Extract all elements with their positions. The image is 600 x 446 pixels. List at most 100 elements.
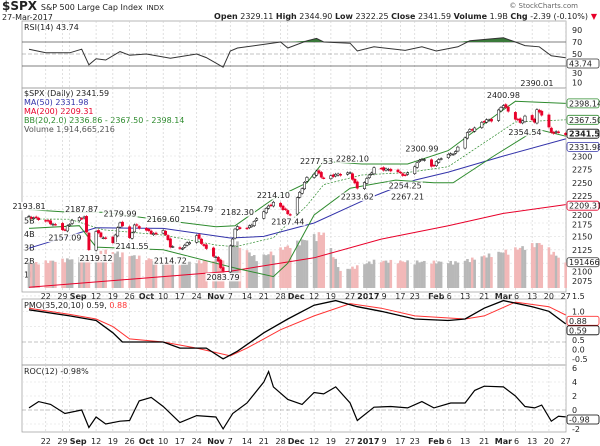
candle-body <box>171 246 175 248</box>
candle-body <box>231 238 235 246</box>
volume-bar <box>451 264 455 288</box>
x-tick-label: 6 <box>447 437 452 446</box>
annotation-bg <box>519 78 555 88</box>
annotation-bg <box>387 181 423 191</box>
volume-bar <box>463 260 467 288</box>
volume-bar <box>133 255 136 288</box>
volume-bar <box>94 253 98 288</box>
pmo-y-tick: 0.0 <box>572 345 585 354</box>
volume-bar <box>435 263 438 288</box>
candle-body <box>298 192 302 198</box>
x-tick-label: 21 <box>479 437 489 446</box>
volume-bar <box>255 261 258 288</box>
candle-body <box>233 228 237 239</box>
candle-body <box>161 230 165 234</box>
volume-bar <box>147 258 151 288</box>
volume-bar <box>403 262 407 288</box>
ma50-line <box>28 138 566 249</box>
bb-middle-tag: 2367.50 <box>569 116 600 125</box>
roc-y-tick: 0 <box>572 406 577 415</box>
volume-bar <box>413 264 417 288</box>
volume-bar <box>379 262 383 288</box>
volume-bar <box>454 261 457 288</box>
x-tick-label: Feb <box>428 437 445 446</box>
candle-body <box>87 232 91 250</box>
volume-bar <box>423 260 426 288</box>
candle-body <box>312 173 316 178</box>
price-y-tick: 2200 <box>572 211 592 220</box>
x-tick-label: 22 <box>41 292 51 301</box>
candle-body <box>329 175 333 180</box>
candle-body <box>61 223 64 231</box>
volume-bar <box>538 243 541 288</box>
pmo-y-tick: 1.0 <box>572 307 585 316</box>
x-tick-label: Oct <box>139 292 155 301</box>
ma50-tag: 2331.98 <box>569 143 600 152</box>
candle-body <box>415 162 419 168</box>
pmo-last-tag: 0.59 <box>569 326 587 335</box>
pmo-signal-tag-box <box>566 315 600 326</box>
candle-body <box>386 169 390 171</box>
volume-bar <box>66 258 69 288</box>
candle-body <box>264 207 268 214</box>
volume-bar <box>27 262 31 288</box>
candle-body <box>463 137 467 149</box>
volume-bar <box>315 241 318 288</box>
volume-bar <box>128 256 131 288</box>
candle-body <box>252 221 256 226</box>
roc-y-tick: 6 <box>572 364 577 373</box>
candle-body <box>178 247 182 249</box>
volume-bar <box>262 254 266 288</box>
candle-body <box>523 115 527 123</box>
candle-body <box>437 159 441 163</box>
chart-date: 27-Mar-2017 <box>2 13 53 22</box>
volume-bar <box>195 263 199 288</box>
volume-bar <box>284 246 287 288</box>
volume-bar <box>396 263 400 288</box>
price-title: $SPX (Daily) 2341.59 <box>24 89 110 98</box>
volume-bar <box>245 250 249 288</box>
candle-body <box>547 114 551 128</box>
candle-body <box>34 216 38 219</box>
candle-body <box>152 233 156 235</box>
annotation-bg <box>339 192 375 202</box>
volume-y-tick: 5B <box>24 217 35 226</box>
volume-bar <box>264 255 268 288</box>
candle-body <box>382 167 386 171</box>
volume-bar <box>87 256 91 288</box>
candle-body <box>518 118 522 123</box>
candle-body <box>269 204 273 207</box>
candle-body <box>432 165 436 167</box>
annotation-bg <box>270 217 306 226</box>
candle-body <box>319 172 323 178</box>
x-tick-label: 23 <box>410 292 420 301</box>
volume-bar <box>432 260 436 288</box>
volume-bar <box>111 252 115 288</box>
candle-body <box>456 146 460 152</box>
candle-body <box>27 215 31 218</box>
roc-last-tag-box <box>566 414 600 425</box>
x-tick-label: 12 <box>309 437 319 446</box>
volume-bar <box>339 270 342 288</box>
candle-body <box>334 173 338 177</box>
price-y-tick: 2275 <box>572 165 592 174</box>
pmo-y-tick: 0.5 <box>572 336 585 345</box>
volume-bar <box>202 260 206 288</box>
candle-body <box>97 230 100 234</box>
annotation-bg <box>78 253 114 263</box>
volume-tag-box <box>566 257 600 268</box>
volume-bar <box>116 251 119 288</box>
x-tick-label: Sep <box>70 292 87 301</box>
rsi-y-tick: 50 <box>572 50 582 59</box>
candle-body <box>367 174 371 178</box>
volume-bar <box>118 257 122 288</box>
price-annotation: 2154.79 <box>180 205 213 214</box>
x-tick-label: 19 <box>108 292 118 301</box>
candle-body <box>65 225 69 232</box>
volume-bar <box>331 257 335 288</box>
volume-bar <box>348 269 352 288</box>
volume-bar <box>34 262 38 288</box>
candle-body <box>401 173 405 176</box>
volume-bar <box>415 260 419 288</box>
annotation-bg <box>255 191 291 200</box>
